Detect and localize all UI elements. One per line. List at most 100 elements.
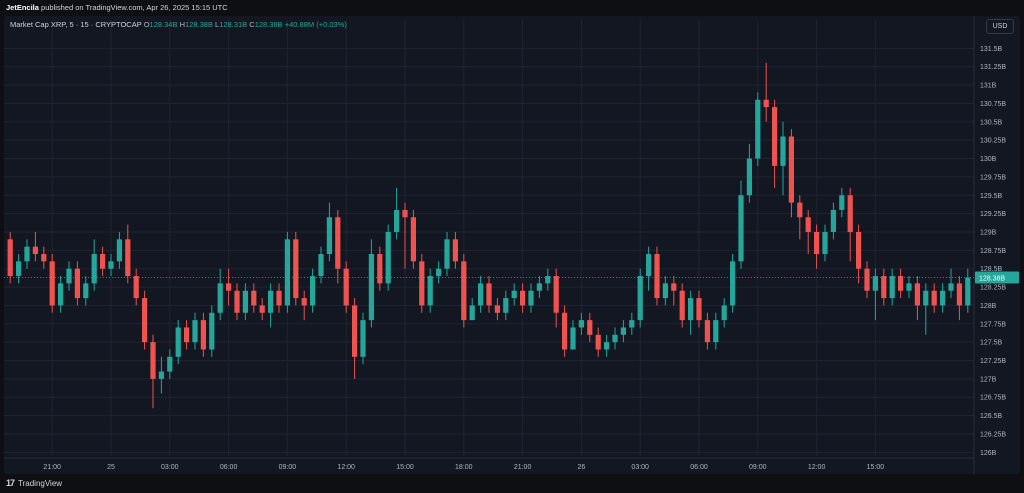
candle-body — [931, 290, 937, 306]
candle-body — [57, 283, 64, 306]
y-tick-label: 129B — [980, 229, 997, 236]
x-tick-label: 21:00 — [43, 464, 61, 471]
candle-body — [318, 254, 324, 277]
legend-high-label: H — [179, 20, 185, 29]
candle-body — [469, 305, 475, 321]
candle-body — [461, 261, 467, 321]
candle-body — [150, 342, 156, 379]
candle-body — [494, 305, 501, 313]
candle-body — [645, 254, 652, 277]
candle-body — [410, 217, 417, 262]
candle-body — [561, 312, 568, 350]
candle-body — [864, 268, 870, 291]
candle-body — [595, 334, 601, 350]
candlestick-chart[interactable]: 131.5B 131.25B 131B 130.75B 130.5B 130.25B 130… — [4, 16, 1020, 474]
x-tick-label: 15:00 — [867, 464, 885, 471]
x-tick-label: 26 — [578, 464, 586, 471]
legend-open-value: 128.34B — [149, 20, 178, 29]
candle-body — [839, 195, 845, 210]
candle-body — [24, 246, 30, 262]
legend-low-label: L — [215, 20, 220, 29]
chart-panel[interactable]: 131.5B 131.25B 131B 130.75B 130.5B 130.25B 130… — [4, 16, 1020, 474]
candle-body — [351, 305, 358, 357]
candle-body — [897, 276, 904, 291]
candle-body — [427, 276, 433, 306]
y-tick-label: 127.75B — [980, 321, 1006, 328]
author-name[interactable]: JetEncila — [6, 3, 39, 12]
x-tick-label: 21:00 — [514, 464, 532, 471]
publish-line: JetEncila published on TradingView.com, … — [6, 3, 228, 12]
candle-body — [637, 276, 643, 321]
x-tick-label: 03:00 — [161, 464, 179, 471]
candle-body — [906, 283, 912, 291]
candle-body — [7, 239, 13, 277]
candle-body — [721, 305, 727, 321]
candle-body — [696, 298, 702, 321]
publish-info: published on TradingView.com, Apr 26, 20… — [41, 3, 228, 12]
y-tick-label: 130.5B — [980, 119, 1003, 126]
x-tick-label: 03:00 — [631, 464, 649, 471]
candle-body — [713, 320, 719, 343]
candle-body — [771, 107, 778, 166]
candle-body — [881, 276, 887, 299]
y-tick-label: 129.5B — [980, 193, 1003, 200]
candle-body — [293, 239, 299, 299]
y-tick-label: 128B — [980, 303, 997, 310]
candle-body — [948, 283, 954, 291]
candle-body — [49, 261, 55, 306]
candle-body — [276, 290, 282, 306]
legend-change: +40.88M (+0.03%) — [284, 20, 347, 29]
candle-body — [326, 217, 333, 255]
candle-body — [797, 202, 803, 218]
x-tick-label: 09:00 — [279, 464, 297, 471]
x-tick-label: 06:00 — [690, 464, 708, 471]
candle-body — [956, 283, 963, 306]
candle-body — [578, 320, 585, 328]
y-tick-label: 129.25B — [980, 211, 1006, 218]
last-price-tag-label: 128.38B — [979, 276, 1005, 283]
y-tick-label: 126.5B — [980, 413, 1003, 420]
candle-body — [209, 312, 215, 350]
x-tick-label: 06:00 — [220, 464, 238, 471]
candle-body — [99, 254, 106, 269]
candle-body — [301, 298, 307, 306]
candle-body — [402, 209, 408, 218]
publish-header: JetEncila published on TradingView.com, … — [0, 0, 1024, 16]
candle-body — [687, 298, 694, 321]
legend-low-value: 128.31B — [219, 20, 248, 29]
candle-body — [855, 231, 862, 269]
candle-body — [553, 276, 559, 313]
candle-body — [66, 268, 72, 284]
legend-symbol[interactable]: Market Cap XRP, 5 · 15 · CRYPTOCAP — [10, 20, 142, 29]
candle-body — [377, 254, 383, 284]
y-tick-label: 130.25B — [980, 138, 1006, 145]
y-tick-label: 131.5B — [980, 46, 1003, 53]
x-tick-label: 18:00 — [455, 464, 473, 471]
y-tick-label: 127.25B — [980, 358, 1006, 365]
candle-body — [108, 261, 114, 269]
x-tick-label: 12:00 — [808, 464, 826, 471]
last-price-tag — [975, 271, 1019, 284]
candle-body — [788, 136, 795, 203]
candle-body — [267, 290, 274, 313]
candle-body — [225, 283, 232, 291]
candle-body — [419, 261, 425, 306]
candle-body — [763, 99, 769, 108]
x-tick-label: 15:00 — [396, 464, 414, 471]
candle-body — [620, 327, 627, 335]
candle-body — [755, 99, 761, 159]
candle-body — [141, 298, 148, 343]
y-tick-label: 127.5B — [980, 340, 1003, 347]
tradingview-logo[interactable]: 17 TradingView — [6, 478, 62, 488]
candle-body — [158, 371, 165, 379]
candle-body — [133, 276, 139, 299]
candle-body — [654, 254, 660, 299]
candle-body — [167, 356, 173, 372]
candle-body — [217, 283, 223, 313]
currency-button[interactable]: USD — [986, 19, 1014, 34]
x-tick-label: 09:00 — [749, 464, 767, 471]
candle-body — [83, 283, 89, 299]
candle-body — [923, 290, 929, 306]
candle-body — [704, 320, 711, 343]
y-tick-label: 128.5B — [980, 266, 1003, 273]
